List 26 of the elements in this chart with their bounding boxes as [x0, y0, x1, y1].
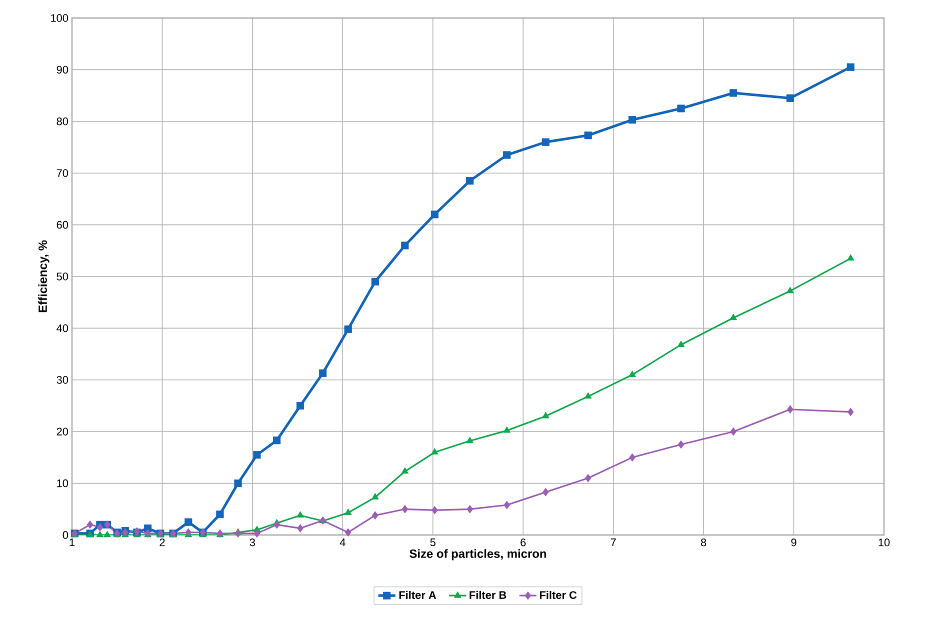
x-tick-label: 6: [520, 538, 526, 546]
x-tick-label: 10: [878, 538, 890, 546]
legend-label: Filter A: [399, 590, 436, 599]
x-tick-label: 9: [791, 538, 796, 546]
y-tick-label: 70: [56, 169, 68, 177]
y-tick-label: 10: [57, 479, 68, 488]
y-tick-label: 100: [51, 14, 68, 22]
x-tick-label: 2: [160, 538, 165, 546]
x-tick-label: 4: [340, 538, 346, 546]
x-tick-label: 3: [250, 538, 256, 546]
legend-label: Filter C: [540, 590, 577, 599]
y-tick-label: 0: [62, 531, 68, 539]
y-tick-label: 30: [56, 376, 68, 384]
y-tick-label: 50: [56, 272, 68, 280]
x-axis-title: Size of particles, micron: [410, 549, 546, 560]
x-tick-label: 8: [700, 538, 706, 546]
x-tick-label: 5: [430, 538, 436, 546]
legend-label: Filter B: [470, 590, 506, 599]
y-tick-label: 90: [56, 66, 68, 74]
y-tick-label: 80: [56, 118, 68, 126]
y-tick-label: 60: [56, 220, 68, 229]
x-tick-label: 1: [70, 538, 75, 546]
x-tick-label: 7: [610, 538, 616, 546]
y-tick-label: 20: [56, 428, 68, 436]
y-tick-label: 40: [56, 324, 68, 332]
y-axis-title: Efficiency, %: [38, 240, 50, 312]
